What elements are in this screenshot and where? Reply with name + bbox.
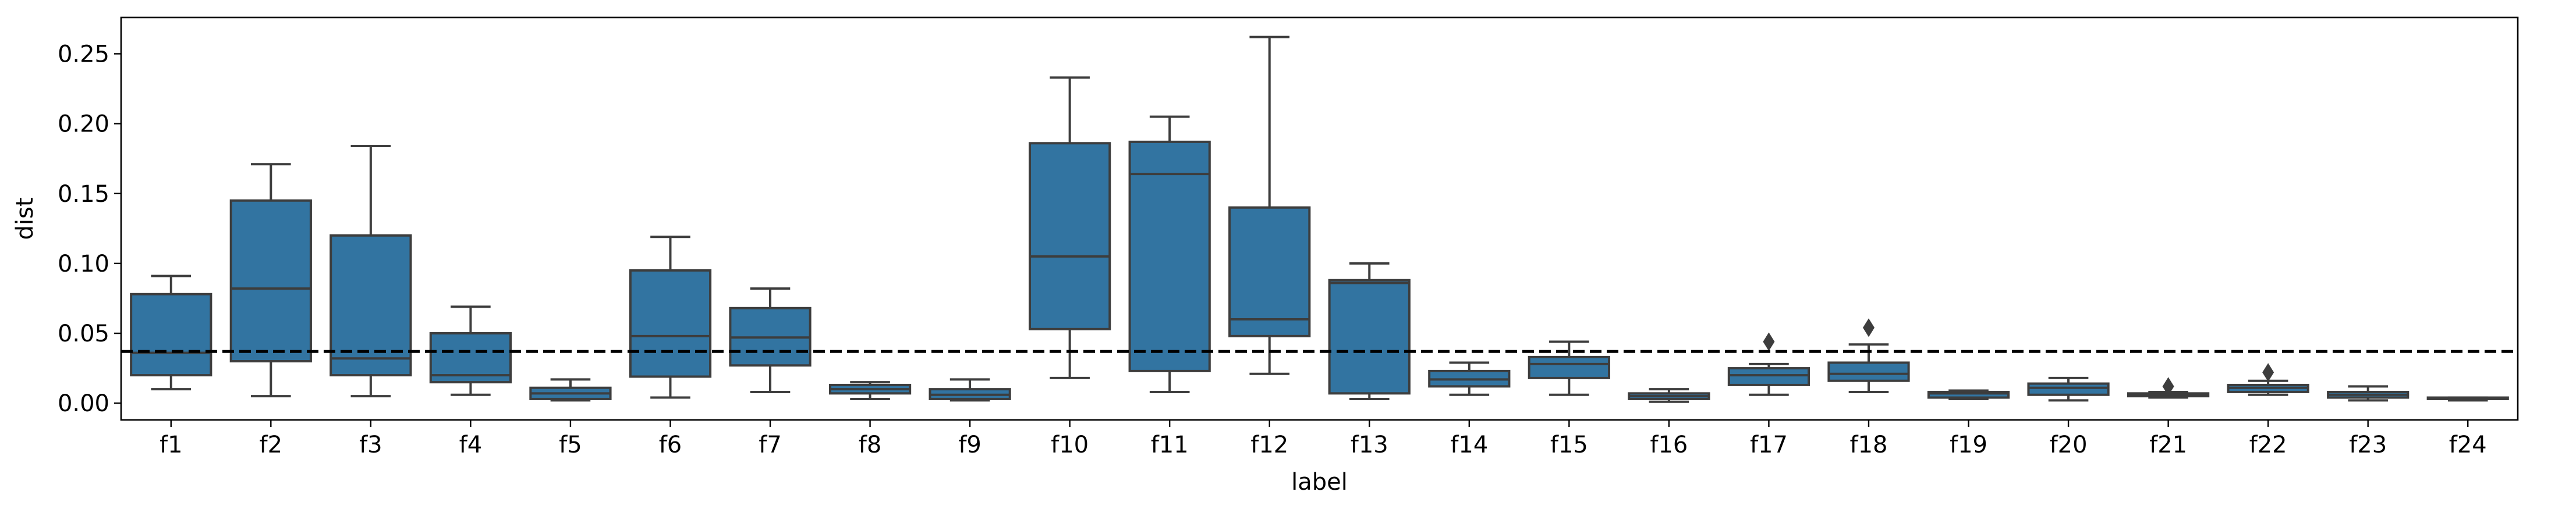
- box-f9: [929, 378, 1011, 402]
- x-tick-label: f8: [859, 432, 882, 458]
- iqr-box: [1029, 142, 1111, 330]
- box-f20: [2027, 376, 2110, 402]
- x-tick-label: f22: [2249, 432, 2287, 458]
- y-tick-label: 0.00: [58, 390, 109, 417]
- box-f8: [828, 381, 912, 400]
- x-tick-label: f3: [359, 432, 382, 458]
- outlier-marker: [1862, 318, 1875, 337]
- x-tick-label: f18: [1849, 432, 1887, 458]
- x-tick-label: f11: [1151, 432, 1189, 458]
- box-f21: [2127, 377, 2210, 399]
- iqr-box: [130, 293, 212, 377]
- y-tick-label: 0.20: [58, 111, 109, 138]
- box-f10: [1029, 76, 1111, 379]
- x-tick-label: f7: [759, 432, 782, 458]
- outlier-marker: [2262, 363, 2274, 382]
- iqr-box: [329, 234, 412, 377]
- iqr-box: [629, 269, 712, 378]
- y-tick-label: 0.05: [58, 320, 109, 347]
- iqr-box: [1528, 355, 1610, 379]
- y-tick-label: 0.25: [58, 41, 109, 67]
- x-tick-label: f4: [459, 432, 483, 458]
- x-tick-label: f2: [260, 432, 283, 458]
- outlier-marker: [1763, 332, 1775, 351]
- iqr-box: [1128, 140, 1211, 372]
- plot-frame: [120, 16, 2519, 421]
- x-tick-label: f23: [2349, 432, 2387, 458]
- box-f16: [1628, 388, 1710, 403]
- box-f1: [130, 275, 212, 391]
- box-f22: [2227, 363, 2309, 396]
- iqr-box: [2027, 382, 2110, 396]
- outlier-marker: [2162, 377, 2174, 396]
- x-tick-label: f16: [1650, 432, 1688, 458]
- box-f2: [229, 163, 312, 398]
- x-tick-label: f1: [160, 432, 183, 458]
- x-tick-label: f14: [1450, 432, 1488, 458]
- box-f17: [1727, 332, 1810, 396]
- box-f13: [1328, 262, 1411, 400]
- x-tick-label: f21: [2149, 432, 2187, 458]
- iqr-box: [1328, 279, 1411, 395]
- box-f5: [529, 378, 612, 402]
- x-tick-label: f9: [958, 432, 981, 458]
- box-f23: [2327, 385, 2410, 402]
- box-f18: [1827, 318, 1910, 393]
- y-tick-label: 0.10: [58, 251, 109, 277]
- y-tick-label: 0.15: [58, 181, 109, 208]
- iqr-box: [1727, 367, 1810, 386]
- box-f4: [429, 305, 512, 396]
- iqr-box: [1228, 206, 1311, 337]
- box-series: [130, 35, 2509, 403]
- x-tick-label: f17: [1750, 432, 1788, 458]
- x-tick-label: f15: [1550, 432, 1588, 458]
- box-f19: [1927, 389, 2010, 400]
- y-axis-ticks: 0.00 0.05 0.10 0.15 0.20 0.25: [58, 41, 121, 417]
- x-axis-ticks: f1 f2 f3 f4 f5 f6 f7 f8 f9 f10 f11 f12 f13 f14 f15 f16 f…: [160, 420, 2487, 458]
- x-tick-label: f19: [1950, 432, 1987, 458]
- box-f24: [2426, 396, 2509, 402]
- box-f11: [1128, 115, 1211, 393]
- x-tick-label: f12: [1250, 432, 1288, 458]
- y-axis-label: dist: [12, 197, 38, 240]
- box-f15: [1528, 340, 1610, 396]
- x-tick-label: f10: [1051, 432, 1089, 458]
- iqr-box: [1827, 361, 1910, 382]
- iqr-box: [1927, 390, 2010, 399]
- box-f6: [629, 236, 712, 399]
- x-tick-label: f20: [2050, 432, 2088, 458]
- x-tick-label: f13: [1351, 432, 1388, 458]
- x-tick-label: f24: [2449, 432, 2487, 458]
- x-axis-label: label: [1291, 469, 1348, 496]
- x-tick-label: f5: [559, 432, 582, 458]
- x-tick-label: f6: [659, 432, 682, 458]
- iqr-box: [429, 332, 512, 384]
- box-f12: [1228, 35, 1311, 375]
- box-f14: [1428, 361, 1511, 396]
- iqr-box: [229, 199, 312, 363]
- box-f3: [329, 145, 412, 398]
- box-f7: [729, 287, 812, 393]
